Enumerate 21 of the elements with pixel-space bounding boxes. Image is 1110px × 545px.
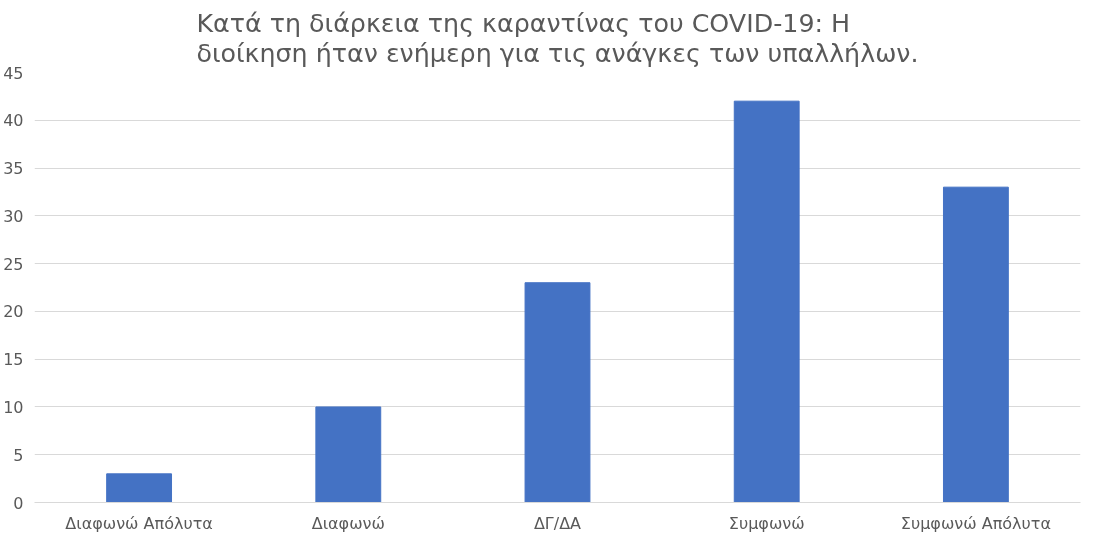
bar (733, 100, 800, 503)
bar (315, 406, 382, 503)
bar (106, 473, 173, 503)
bar (524, 282, 591, 503)
x-tick-label: Διαφωνώ Απόλυτα (65, 513, 213, 533)
y-tick-label: 10 (3, 397, 24, 417)
y-tick-label: 20 (3, 302, 24, 322)
x-tick-label: Συμφωνώ Απόλυτα (900, 513, 1052, 533)
x-tick-label: Διαφωνώ (311, 513, 385, 533)
y-tick-label: 25 (3, 254, 24, 274)
y-tick-label: 15 (3, 350, 24, 370)
y-tick-label: 30 (3, 206, 24, 226)
y-tick-label: 40 (3, 111, 24, 131)
x-tick-label: Συμφωνώ (728, 513, 805, 533)
chart-title: Κατά τη διάρκεια της καραντίνας του COVID-19: Η διοίκηση ήταν ενήμερη για τις ανάγκες των υπαλλήλων. (196, 7, 919, 68)
y-tick-label: 0 (13, 493, 24, 513)
bar (942, 186, 1009, 503)
y-tick-label: 35 (3, 159, 24, 179)
x-tick-label: ΔΓ/ΔΑ (533, 513, 582, 533)
y-tick-label: 45 (3, 63, 24, 83)
y-tick-label: 5 (13, 445, 24, 465)
